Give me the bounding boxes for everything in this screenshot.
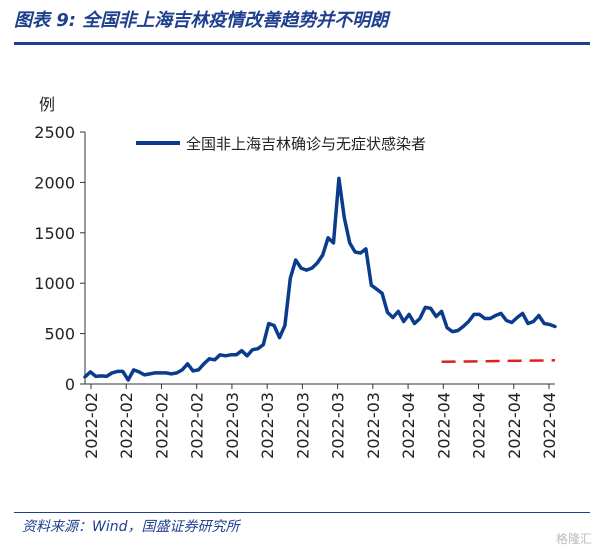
- x-tick-label: 2022-03: [223, 392, 242, 459]
- chart-axes: 例 0 500 1000 1500 2000 2500 2022-02 2022-02 2022-…: [34, 95, 559, 459]
- x-tick-label: 2022-03: [293, 392, 312, 459]
- y-tick-label: 1000: [34, 274, 75, 293]
- x-tick-label: 2022-02: [82, 392, 101, 459]
- x-tick-label: 2022-04: [505, 392, 524, 459]
- x-tick-label: 2022-04: [540, 392, 559, 459]
- y-axis-unit-label: 例: [39, 95, 55, 114]
- y-tick-label: 1500: [34, 224, 75, 243]
- source-divider: [14, 512, 590, 513]
- y-tick-label: 0: [65, 375, 75, 394]
- reference-dashed-line: [441, 359, 556, 364]
- x-tick-label: 2022-02: [152, 392, 171, 459]
- x-tick-label: 2022-04: [399, 392, 418, 459]
- x-tick-label: 2022-03: [258, 392, 277, 459]
- y-tick-label: 500: [44, 325, 75, 344]
- x-tick-label: 2022-04: [470, 392, 489, 459]
- source-note: 资料来源：Wind，国盛证券研究所: [22, 519, 240, 535]
- watermark-logo: 格隆汇: [555, 532, 592, 546]
- y-tick-label: 2000: [34, 173, 75, 192]
- x-tick-label: 2022-04: [434, 392, 453, 459]
- x-tick-label: 2022-02: [117, 392, 136, 459]
- chart-series: [83, 176, 557, 382]
- y-tick-label: 2500: [34, 123, 75, 142]
- legend-label: 全国非上海吉林确诊与无症状感染者: [186, 135, 426, 153]
- x-tick-label: 2022-03: [364, 392, 383, 459]
- series-line-cases: [83, 176, 557, 382]
- title-divider: [14, 42, 590, 45]
- chart-title: 图表 9: 全国非上海吉林疫情改善趋势并不明朗: [14, 10, 389, 31]
- chart-legend: 全国非上海吉林确诊与无症状感染者: [136, 135, 426, 153]
- x-tick-label: 2022-03: [329, 392, 348, 459]
- x-tick-label: 2022-02: [188, 392, 207, 459]
